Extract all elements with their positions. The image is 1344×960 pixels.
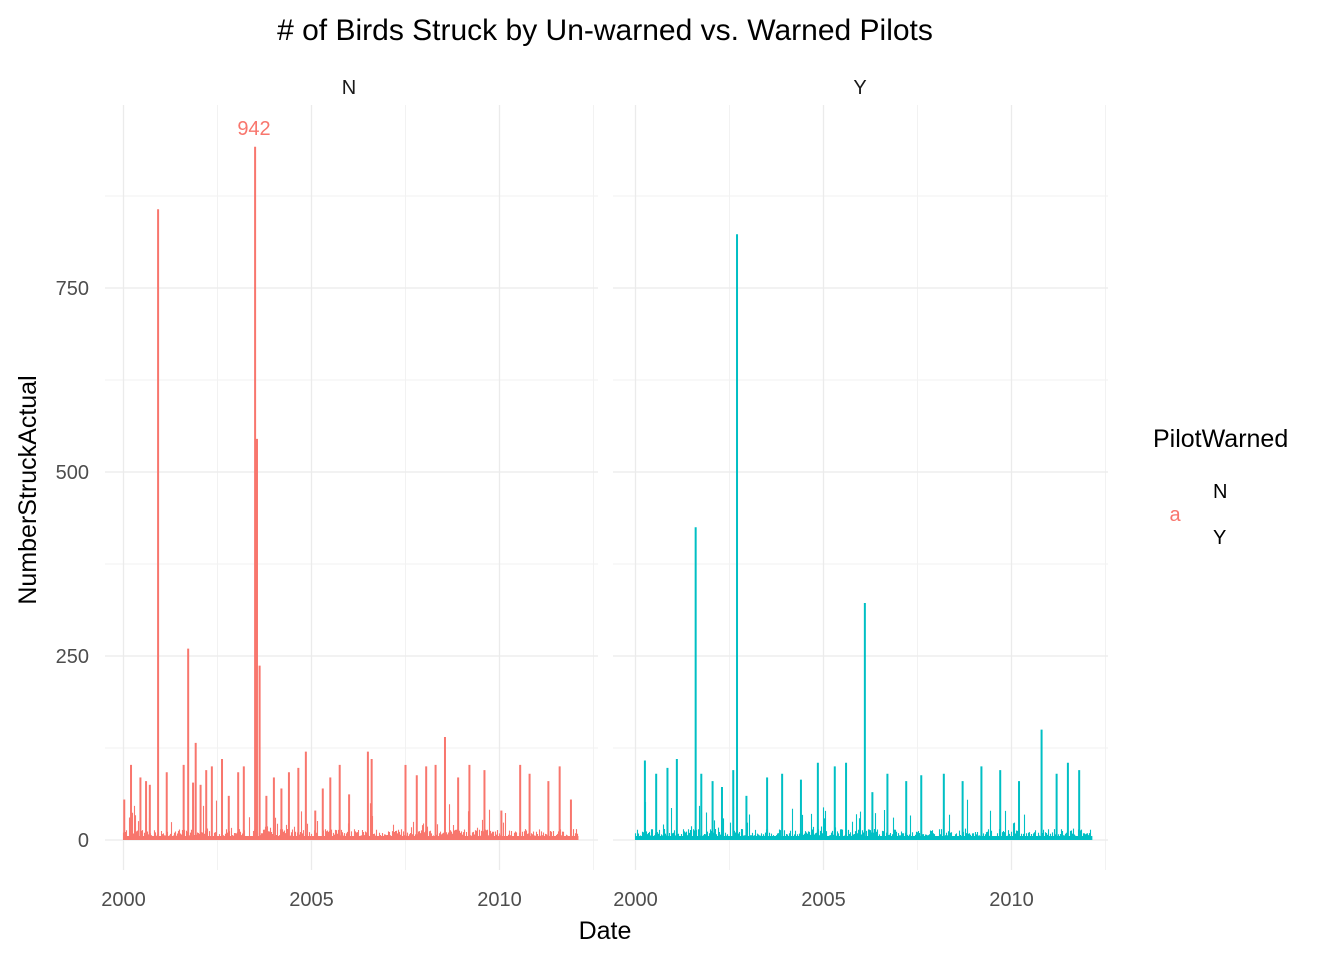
baseline-band bbox=[123, 836, 579, 840]
legend: PilotWarned a N Y bbox=[1153, 425, 1288, 549]
y-tick-label: 0 bbox=[78, 830, 89, 852]
y-tick-label: 750 bbox=[56, 278, 89, 300]
legend-key-glyph: a bbox=[1169, 504, 1181, 526]
y-tick-label: 500 bbox=[56, 462, 89, 484]
facet-panel-y: 2000 2005 2010 Y bbox=[613, 77, 1108, 911]
legend-label-n: N bbox=[1213, 481, 1227, 503]
y-tick-label: 250 bbox=[56, 646, 89, 668]
x-tick-label: 2010 bbox=[477, 889, 522, 911]
x-tick-label: 2005 bbox=[801, 889, 846, 911]
legend-title: PilotWarned bbox=[1153, 425, 1288, 453]
legend-label-y: Y bbox=[1213, 527, 1226, 549]
facet-strip-n: N bbox=[342, 77, 356, 99]
x-tick-label: 2005 bbox=[289, 889, 334, 911]
x-tick-label: 2000 bbox=[613, 889, 658, 911]
max-value-annotation: 942 bbox=[237, 118, 270, 140]
facet-strip-y: Y bbox=[853, 77, 866, 99]
x-axis-title: Date bbox=[579, 917, 632, 945]
noise-band bbox=[634, 799, 1093, 840]
noise-band bbox=[122, 800, 579, 840]
y-axis-title: NumberStruckActual bbox=[14, 375, 42, 604]
facet-panel-n: 2000 2005 2010 0 250 500 750 N 942 bbox=[56, 77, 598, 911]
x-tick-label: 2010 bbox=[989, 889, 1034, 911]
chart-title: # of Birds Struck by Un-warned vs. Warne… bbox=[277, 14, 933, 47]
x-tick-label: 2000 bbox=[101, 889, 146, 911]
